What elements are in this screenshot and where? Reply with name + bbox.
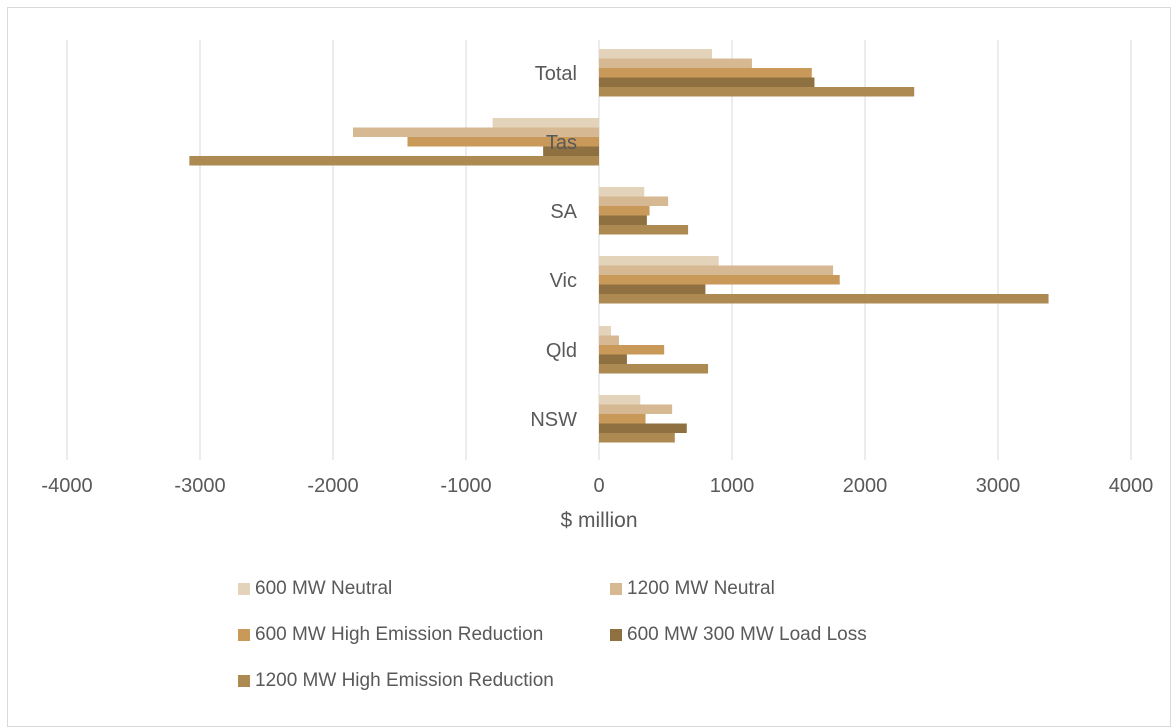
bar-qld-series-3 — [599, 345, 665, 355]
bar-qld-series-4 — [599, 354, 627, 364]
legend-swatch-4 — [610, 629, 622, 641]
bar-tas-series-5 — [189, 156, 600, 166]
category-label-vic: Vic — [550, 270, 577, 292]
bar-nsw-series-5 — [599, 433, 675, 443]
bar-total-series-3 — [599, 68, 812, 78]
x-tick-labels: -4000 -3000 -2000 -1000 0 1000 2000 3000 4000 — [41, 475, 1153, 497]
category-label-tas: Tas — [546, 132, 577, 154]
category-label-nsw: NSW — [530, 409, 577, 431]
bar-total-series-4 — [599, 77, 815, 87]
x-tick-label: 4000 — [1109, 475, 1154, 497]
legend-swatch-1 — [238, 583, 250, 595]
bar-tas-series-2 — [352, 127, 599, 137]
bar-total-series-5 — [599, 87, 915, 97]
bar-sa-series-1 — [599, 187, 645, 197]
x-tick-label: 3000 — [976, 475, 1021, 497]
x-tick-label: -4000 — [41, 475, 92, 497]
bar-sa-series-3 — [599, 206, 650, 216]
legend-label-3: 600 MW High Emission Reduction — [255, 624, 543, 645]
bar-vic-series-2 — [599, 265, 834, 275]
category-label-sa: SA — [550, 201, 577, 223]
grid-lines — [66, 40, 1132, 460]
bar-qld-series-2 — [599, 335, 619, 345]
bar-nsw-series-4 — [599, 423, 687, 433]
category-label-total: Total — [535, 63, 577, 85]
legend-label-2: 1200 MW Neutral — [627, 578, 775, 599]
bars — [189, 49, 1049, 443]
bar-tas-series-1 — [492, 118, 599, 128]
bar-tas-series-3 — [407, 137, 599, 147]
legend-swatch-2 — [610, 583, 622, 595]
x-tick-label: 0 — [593, 475, 604, 497]
bar-vic-series-3 — [599, 275, 840, 285]
x-axis-label: $ million — [560, 509, 637, 532]
legend-label-1: 600 MW Neutral — [255, 578, 392, 599]
legend-label-5: 1200 MW High Emission Reduction — [255, 670, 554, 691]
bar-nsw-series-1 — [599, 395, 641, 405]
bar-sa-series-5 — [599, 225, 689, 235]
category-labels: Total Tas SA Vic Qld NSW — [530, 63, 577, 431]
legend-label-4: 600 MW 300 MW Load Loss — [627, 624, 867, 645]
category-label-qld: Qld — [546, 340, 577, 362]
bar-qld-series-5 — [599, 364, 709, 374]
x-tick-label: -1000 — [440, 475, 491, 497]
x-tick-label: -3000 — [174, 475, 225, 497]
legend-swatch-5 — [238, 675, 250, 687]
bar-vic-series-5 — [599, 294, 1049, 304]
bar-qld-series-1 — [599, 326, 611, 336]
legend-swatch-3 — [238, 629, 250, 641]
x-tick-label: 1000 — [710, 475, 755, 497]
x-tick-label: -2000 — [307, 475, 358, 497]
legend: 600 MW Neutral 1200 MW Neutral 600 MW High… — [238, 578, 867, 691]
x-tick-label: 2000 — [843, 475, 888, 497]
bar-sa-series-4 — [599, 215, 647, 225]
bar-nsw-series-2 — [599, 404, 673, 414]
bar-sa-series-2 — [599, 196, 669, 206]
bar-vic-series-1 — [599, 256, 719, 266]
bar-tas-series-4 — [543, 146, 599, 156]
bar-vic-series-4 — [599, 284, 706, 294]
bar-total-series-1 — [599, 49, 713, 59]
bar-chart: Total Tas SA Vic Qld NSW -4000 -3000 -2000 -1000… — [41, 40, 1153, 691]
bar-nsw-series-3 — [599, 414, 646, 424]
bar-total-series-2 — [599, 58, 752, 68]
